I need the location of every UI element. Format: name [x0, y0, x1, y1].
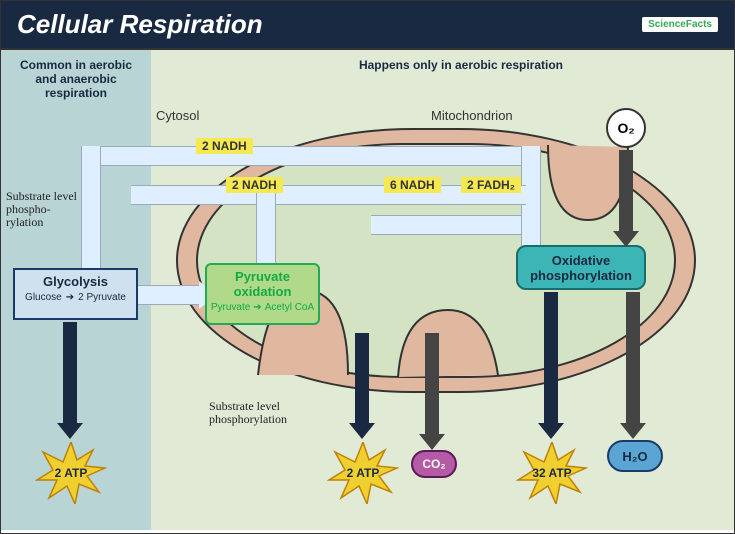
atp-output-1: 2 ATP: [35, 442, 107, 504]
zone-right-title: Happens only in aerobic respiration: [311, 58, 611, 72]
co2-arrow: [425, 333, 439, 438]
pyruvate-reaction: Pyruvate ➔ Acetyl CoA: [207, 299, 318, 313]
h2o-arrow: [626, 292, 640, 427]
glyco-to-pyruvate: [138, 285, 205, 305]
glycolysis-reaction: Glucose ➔ 2 Pyruvate: [15, 289, 136, 303]
atp-output-2: 2 ATP: [327, 442, 399, 504]
atp-output-3: 32 ATP: [516, 442, 588, 504]
nadh-label-1: 2 NADH: [196, 138, 253, 154]
oxphos-atp-arrow: [544, 292, 558, 427]
diagram-container: Cellular Respiration ScienceFacts Common…: [0, 0, 735, 534]
nadh-label-3: 6 NADH: [384, 177, 441, 193]
pyruvate-title: Pyruvate oxidation: [207, 265, 318, 299]
source-logo: ScienceFacts: [642, 17, 718, 32]
zone-left-title: Common in aerobic and anaerobic respirat…: [11, 58, 141, 100]
pyruvate-oxidation-node: Pyruvate oxidation Pyruvate ➔ Acetyl CoA: [205, 263, 320, 325]
nadh-channel-top: [91, 146, 531, 166]
arrow-icon: ➔: [253, 302, 261, 313]
page-title: Cellular Respiration: [17, 9, 263, 40]
o2-input: O₂: [606, 108, 646, 148]
mitochondrion-label: Mitochondrion: [431, 108, 513, 123]
cytosol-label: Cytosol: [156, 108, 199, 123]
pyr-up: [256, 185, 276, 265]
nadh-label-2: 2 NADH: [226, 177, 283, 193]
title-bar: Cellular Respiration ScienceFacts: [1, 1, 734, 50]
co2-output: CO₂: [411, 450, 457, 478]
glycolysis-title: Glycolysis: [15, 270, 136, 289]
arrow-icon: ➔: [66, 292, 74, 303]
krebs-channel: [371, 215, 521, 235]
o2-arrow: [619, 150, 633, 235]
glyco-atp-arrow: [63, 322, 77, 427]
handwriting-1: Substrate level phospho-rylation: [6, 190, 86, 230]
glycolysis-node: Glycolysis Glucose ➔ 2 Pyruvate: [13, 268, 138, 320]
diagram-body: Common in aerobic and anaerobic respirat…: [1, 50, 734, 530]
krebs-atp-arrow: [355, 333, 369, 427]
handwriting-2: Substrate level phosphorylation: [209, 400, 339, 426]
fadh-label: 2 FADH₂: [461, 177, 521, 193]
oxidative-phosphorylation-node: Oxidative phosphorylation: [516, 245, 646, 290]
h2o-output: H₂O: [607, 440, 663, 472]
